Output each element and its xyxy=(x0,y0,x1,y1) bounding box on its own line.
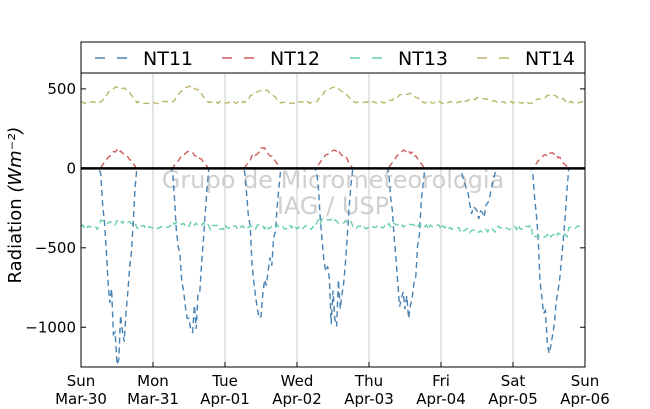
y-tick-label: −1000 xyxy=(25,318,76,336)
x-tick-date: Apr-04 xyxy=(416,390,466,408)
x-tick-day: Sun xyxy=(571,372,600,390)
vertical-grid xyxy=(152,73,514,367)
x-tick-day: Mon xyxy=(137,372,169,390)
legend-label-nt12: NT12 xyxy=(270,48,320,70)
x-tick-date: Mar-30 xyxy=(55,390,107,408)
watermark-line-2: IAG / USP xyxy=(277,192,389,220)
y-tick-label: 500 xyxy=(47,80,76,98)
y-axis-label-text: Radiation xyxy=(5,198,26,283)
x-tick-day: Wed xyxy=(281,372,314,390)
x-tick-day: Fri xyxy=(432,372,450,390)
legend-label-nt13: NT13 xyxy=(398,48,448,70)
x-tick-day: Thu xyxy=(354,372,383,390)
series-line-nt14 xyxy=(80,85,584,105)
y-axis-label: Radiation (Wm⁻²) xyxy=(5,127,26,284)
watermark-line-1: Grupo de Micrometeorologia xyxy=(162,166,504,194)
legend-label-nt14: NT14 xyxy=(525,48,575,70)
y-tick-label: 0 xyxy=(66,159,76,177)
x-tick-day: Sun xyxy=(67,372,96,390)
x-tick-date: Apr-05 xyxy=(488,390,538,408)
x-tick-date: Apr-06 xyxy=(560,390,610,408)
legend-label-nt11: NT11 xyxy=(143,48,193,70)
x-tick-day: Sat xyxy=(501,372,526,390)
series-line-nt13 xyxy=(80,217,584,239)
x-tick-date: Apr-02 xyxy=(272,390,322,408)
y-axis: 500 0 −500 −1000 xyxy=(25,80,585,336)
x-tick-date: Mar-31 xyxy=(127,390,179,408)
y-axis-label-unit: (Wm⁻²) xyxy=(5,127,26,193)
x-tick-date: Apr-01 xyxy=(200,390,250,408)
x-tick-day: Tue xyxy=(211,372,238,390)
legend: NT11 NT12 NT13 NT14 xyxy=(80,41,586,74)
x-tick-date: Apr-03 xyxy=(344,390,394,408)
y-tick-label: −500 xyxy=(35,239,76,257)
x-axis: SunMar-30MonMar-31TueApr-01WedApr-02ThuA… xyxy=(55,362,610,408)
watermark: Grupo de Micrometeorologia IAG / USP xyxy=(162,166,504,220)
plot-background xyxy=(81,73,585,367)
